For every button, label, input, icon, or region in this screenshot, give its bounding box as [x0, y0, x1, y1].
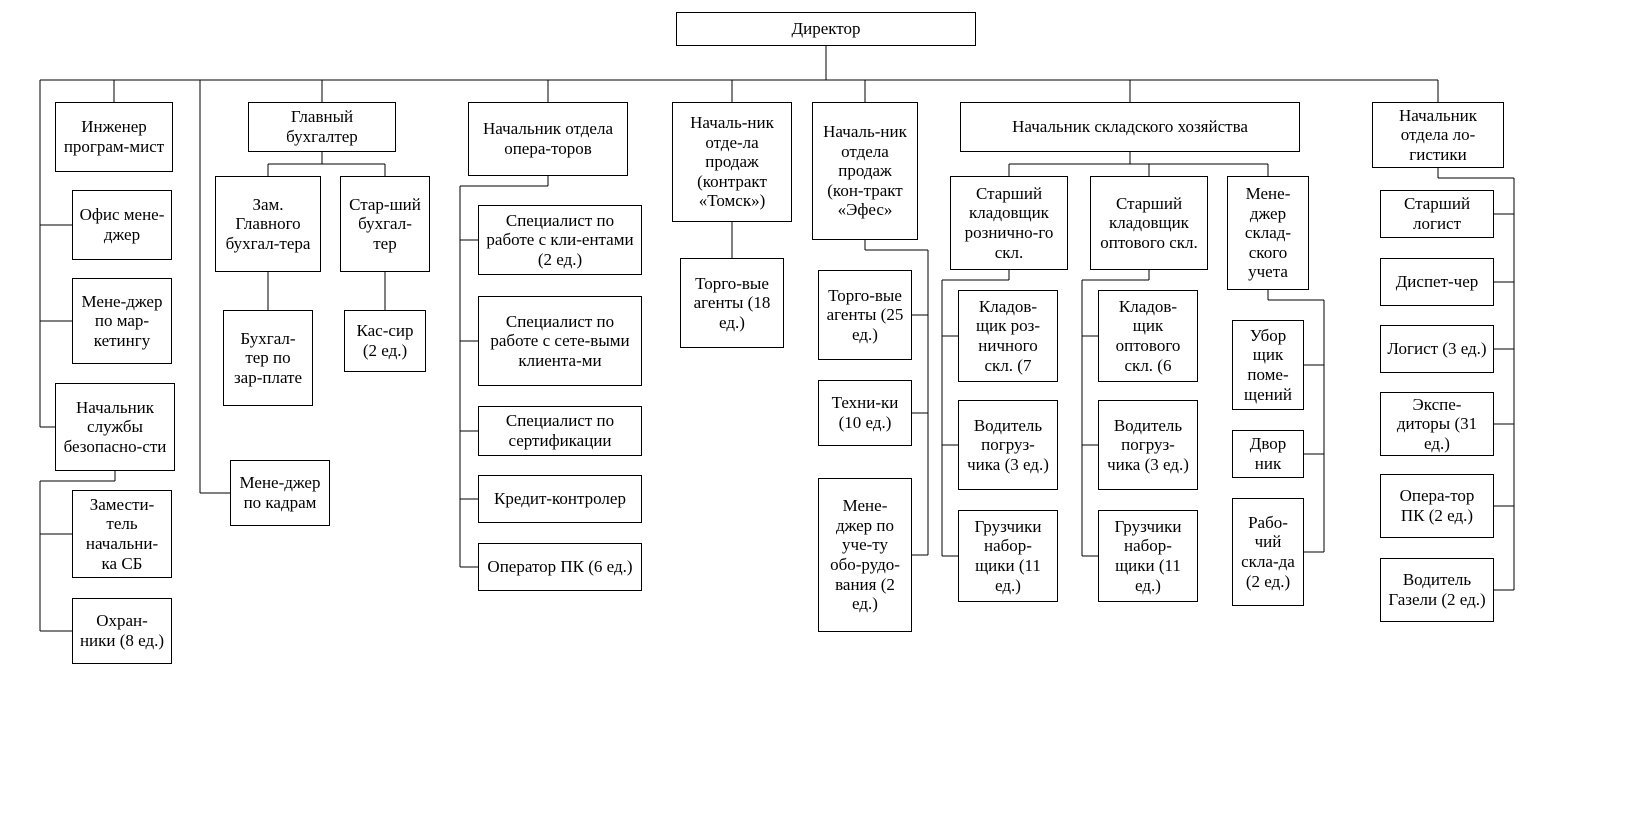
orgchart-node: Торго-вые агенты (18 ед.): [680, 258, 784, 348]
orgchart-node: Началь-ник отдела продаж (кон-тракт «Эфе…: [812, 102, 918, 240]
orgchart-node: Мене-джер по уче-ту обо-рудо-вания (2 ед…: [818, 478, 912, 632]
orgchart-node: Двор ник: [1232, 430, 1304, 478]
orgchart-node: Рабо-чий скла-да (2 ед.): [1232, 498, 1304, 606]
orgchart-node: Кас-сир (2 ед.): [344, 310, 426, 372]
orgchart-node: Кладов-щик оптового скл. (6: [1098, 290, 1198, 382]
orgchart-node: Техни-ки (10 ед.): [818, 380, 912, 446]
orgchart-node: Директор: [676, 12, 976, 46]
orgchart-node: Главный бухгалтер: [248, 102, 396, 152]
orgchart-node: Мене-джер по мар-кетингу: [72, 278, 172, 364]
orgchart-node: Начальник отдела опера-торов: [468, 102, 628, 176]
orgchart-node: Начальник складского хозяйства: [960, 102, 1300, 152]
orgchart-node: Водитель погруз-чика (3 ед.): [958, 400, 1058, 490]
orgchart-node: Кредит-контролер: [478, 475, 642, 523]
orgchart-node: Экспе-диторы (31 ед.): [1380, 392, 1494, 456]
orgchart-node: Охран-ники (8 ед.): [72, 598, 172, 664]
orgchart-node: Торго-вые агенты (25 ед.): [818, 270, 912, 360]
orgchart-node: Специалист по работе с сете-выми клиента…: [478, 296, 642, 386]
orgchart-node: Грузчики набор-щики (11 ед.): [958, 510, 1058, 602]
orgchart-node: Грузчики набор-щики (11 ед.): [1098, 510, 1198, 602]
orgchart-node: Диспет-чер: [1380, 258, 1494, 306]
orgchart-node: Старший кладовщик рознично-го скл.: [950, 176, 1068, 270]
orgchart-node: Специалист по работе с кли-ентами (2 ед.…: [478, 205, 642, 275]
orgchart-node: Опера-тор ПК (2 ед.): [1380, 474, 1494, 538]
orgchart-node: Мене-джер склад-ского учета: [1227, 176, 1309, 290]
orgchart-node: Замести-тель начальни-ка СБ: [72, 490, 172, 578]
orgchart-node: Водитель погруз-чика (3 ед.): [1098, 400, 1198, 490]
orgchart-node: Стар-ший бухгал-тер: [340, 176, 430, 272]
orgchart-node: Инженер програм-мист: [55, 102, 173, 172]
orgchart-node: Офис мене-джер: [72, 190, 172, 260]
orgchart-node: Водитель Газели (2 ед.): [1380, 558, 1494, 622]
orgchart-node: Старший логист: [1380, 190, 1494, 238]
orgchart-canvas: Директор Инженер програм-мист Офис мене-дж…: [0, 0, 1648, 819]
orgchart-node: Начальник службы безопасно-сти: [55, 383, 175, 471]
orgchart-node: Специалист по сертификации: [478, 406, 642, 456]
orgchart-node: Кладов-щик роз-ничного скл. (7: [958, 290, 1058, 382]
orgchart-node: Оператор ПК (6 ед.): [478, 543, 642, 591]
orgchart-node: Бухгал-тер по зар-плате: [223, 310, 313, 406]
orgchart-node: Убор щик поме-щений: [1232, 320, 1304, 410]
orgchart-node: Старший кладовщик оптового скл.: [1090, 176, 1208, 270]
orgchart-node: Зам. Главного бухгал-тера: [215, 176, 321, 272]
orgchart-node: Начальник отдела ло-гистики: [1372, 102, 1504, 168]
orgchart-node: Логист (3 ед.): [1380, 325, 1494, 373]
orgchart-node: Началь-ник отде-ла продаж (контракт «Том…: [672, 102, 792, 222]
orgchart-node: Мене-джер по кадрам: [230, 460, 330, 526]
